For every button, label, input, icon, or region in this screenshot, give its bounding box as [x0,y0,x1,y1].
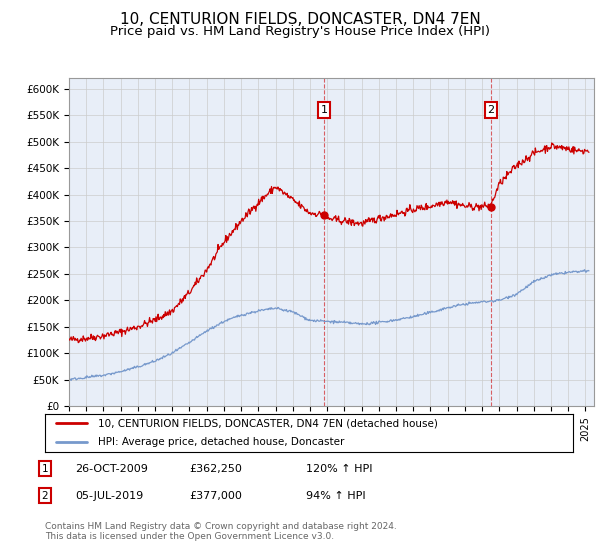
Text: HPI: Average price, detached house, Doncaster: HPI: Average price, detached house, Donc… [98,437,344,447]
Text: 05-JUL-2019: 05-JUL-2019 [75,491,143,501]
Text: £362,250: £362,250 [189,464,242,474]
Text: 2: 2 [487,105,494,115]
Text: £377,000: £377,000 [189,491,242,501]
Text: 2: 2 [41,491,49,501]
Text: 1: 1 [320,105,328,115]
Text: 10, CENTURION FIELDS, DONCASTER, DN4 7EN: 10, CENTURION FIELDS, DONCASTER, DN4 7EN [119,12,481,27]
Text: 10, CENTURION FIELDS, DONCASTER, DN4 7EN (detached house): 10, CENTURION FIELDS, DONCASTER, DN4 7EN… [98,418,437,428]
Text: 1: 1 [41,464,49,474]
Text: Price paid vs. HM Land Registry's House Price Index (HPI): Price paid vs. HM Land Registry's House … [110,25,490,38]
Text: 120% ↑ HPI: 120% ↑ HPI [306,464,373,474]
Text: 94% ↑ HPI: 94% ↑ HPI [306,491,365,501]
Text: Contains HM Land Registry data © Crown copyright and database right 2024.
This d: Contains HM Land Registry data © Crown c… [45,522,397,542]
Text: 26-OCT-2009: 26-OCT-2009 [75,464,148,474]
